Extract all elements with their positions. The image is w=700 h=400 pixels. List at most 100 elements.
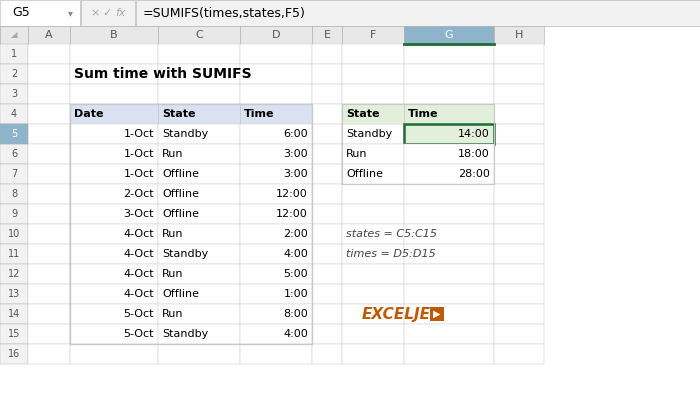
Text: 8: 8: [11, 189, 17, 199]
Bar: [240, 344, 312, 364]
Bar: [28, 26, 70, 44]
Bar: [28, 64, 70, 84]
Text: 2:00: 2:00: [284, 229, 308, 239]
Bar: [28, 44, 70, 64]
Bar: [342, 204, 404, 224]
Bar: [404, 284, 494, 304]
Bar: [404, 124, 494, 144]
Text: 14:00: 14:00: [458, 129, 490, 139]
Text: G: G: [444, 30, 454, 40]
Bar: [404, 224, 494, 244]
Bar: [342, 44, 404, 64]
Bar: [70, 104, 312, 344]
Bar: [240, 244, 312, 264]
Bar: [28, 264, 70, 284]
Text: F: F: [370, 30, 376, 40]
Text: fx: fx: [115, 8, 125, 18]
Bar: [342, 84, 404, 104]
Bar: [70, 144, 158, 164]
Bar: [342, 324, 404, 344]
Bar: [312, 84, 342, 104]
Bar: [0, 124, 28, 144]
Text: B: B: [110, 30, 118, 40]
Bar: [312, 264, 342, 284]
Text: 4:00: 4:00: [284, 249, 308, 259]
Text: Run: Run: [162, 229, 183, 239]
Bar: [404, 184, 494, 204]
Bar: [494, 244, 544, 264]
Bar: [70, 244, 158, 264]
Bar: [240, 104, 312, 124]
Bar: [28, 304, 70, 324]
Bar: [0, 324, 28, 344]
Text: 7: 7: [11, 169, 17, 179]
Bar: [158, 224, 240, 244]
Bar: [0, 64, 28, 84]
Bar: [70, 264, 158, 284]
Text: 4-Oct: 4-Oct: [123, 269, 154, 279]
Text: Time: Time: [408, 109, 438, 119]
Bar: [28, 344, 70, 364]
Bar: [240, 324, 312, 344]
Bar: [404, 244, 494, 264]
Text: Sum time with SUMIFS: Sum time with SUMIFS: [74, 67, 251, 81]
Bar: [158, 324, 240, 344]
Text: 4-Oct: 4-Oct: [123, 249, 154, 259]
Text: Offline: Offline: [162, 289, 199, 299]
Bar: [240, 144, 312, 164]
Bar: [28, 84, 70, 104]
Text: 5: 5: [11, 129, 17, 139]
Bar: [0, 44, 28, 64]
Bar: [70, 104, 158, 124]
Text: 1: 1: [11, 49, 17, 59]
Text: 4: 4: [11, 109, 17, 119]
Bar: [158, 224, 240, 244]
Bar: [240, 304, 312, 324]
Text: State: State: [346, 109, 379, 119]
Bar: [240, 224, 312, 244]
Text: Run: Run: [162, 149, 183, 159]
Bar: [240, 124, 312, 144]
Bar: [312, 104, 342, 124]
Bar: [240, 204, 312, 224]
Bar: [158, 26, 240, 44]
Bar: [404, 164, 494, 184]
Bar: [158, 84, 240, 104]
Bar: [240, 64, 312, 84]
Bar: [494, 64, 544, 84]
Bar: [28, 124, 70, 144]
Bar: [70, 224, 158, 244]
Bar: [404, 144, 494, 164]
Bar: [70, 344, 158, 364]
Bar: [312, 124, 342, 144]
Bar: [240, 84, 312, 104]
Text: 5-Oct: 5-Oct: [123, 329, 154, 339]
Bar: [494, 344, 544, 364]
Bar: [240, 124, 312, 144]
Bar: [494, 26, 544, 44]
Bar: [404, 204, 494, 224]
Bar: [494, 324, 544, 344]
Bar: [342, 124, 404, 144]
Bar: [158, 144, 240, 164]
Text: Run: Run: [162, 309, 183, 319]
Bar: [0, 264, 28, 284]
Bar: [240, 144, 312, 164]
Bar: [342, 104, 494, 184]
Bar: [158, 44, 240, 64]
Bar: [240, 304, 312, 324]
Bar: [28, 204, 70, 224]
Bar: [404, 124, 494, 144]
Text: 16: 16: [8, 349, 20, 359]
Bar: [0, 0, 80, 26]
Bar: [158, 264, 240, 284]
Bar: [28, 104, 70, 124]
Bar: [342, 144, 404, 164]
Bar: [158, 304, 240, 324]
Bar: [404, 84, 494, 104]
Bar: [342, 26, 404, 44]
Bar: [158, 124, 240, 144]
Text: 10: 10: [8, 229, 20, 239]
Bar: [342, 104, 404, 124]
Bar: [70, 184, 158, 204]
